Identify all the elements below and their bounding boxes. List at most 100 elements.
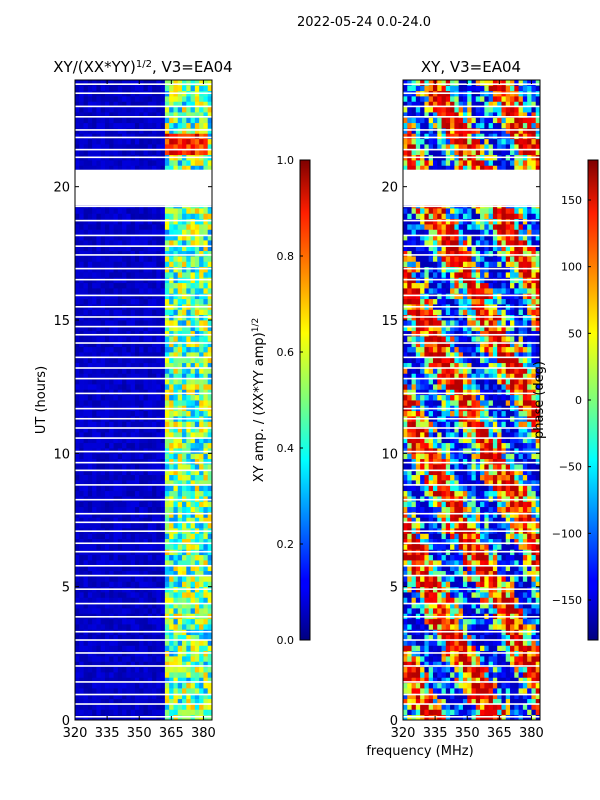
- heatmap-cell: [75, 213, 80, 220]
- heatmap-cell: [199, 453, 204, 460]
- heatmap-cell: [480, 672, 485, 678]
- heatmap-cell: [109, 336, 114, 342]
- heatmap-cell: [160, 517, 166, 524]
- heatmap-cell: [203, 234, 209, 241]
- heatmap-cell: [156, 122, 162, 129]
- heatmap-cell: [531, 624, 537, 630]
- heatmap-cell: [522, 608, 528, 614]
- heatmap-cell: [182, 421, 187, 428]
- heatmap-cell: [186, 229, 191, 236]
- heatmap-cell: [160, 597, 166, 604]
- heatmap-cell: [152, 640, 157, 646]
- heatmap-cell: [173, 672, 179, 678]
- heatmap-cell: [113, 565, 119, 572]
- heatmap-cell: [113, 672, 119, 678]
- heatmap-cell: [445, 661, 451, 668]
- heatmap-cell: [96, 602, 102, 609]
- heatmap-cell: [96, 112, 102, 118]
- heatmap-cell: [147, 106, 153, 113]
- heatmap-cell: [484, 666, 490, 673]
- heatmap-cell: [156, 709, 162, 716]
- heatmap-cell: [139, 474, 144, 481]
- heatmap-cell: [207, 704, 213, 710]
- heatmap-cell: [182, 261, 187, 268]
- heatmap-cell: [169, 240, 174, 246]
- left-y-axis-label: UT (hours): [34, 366, 49, 434]
- heatmap-cell: [454, 645, 460, 652]
- heatmap-cell: [207, 282, 213, 289]
- heatmap-cell: [169, 149, 174, 156]
- heatmap-cell: [100, 533, 106, 540]
- heatmap-cell: [505, 704, 511, 710]
- heatmap-cell: [407, 704, 412, 710]
- heatmap-cell: [92, 298, 97, 305]
- heatmap-cell: [139, 400, 144, 406]
- heatmap-cell: [199, 682, 204, 689]
- heatmap-cell: [182, 581, 187, 588]
- heatmap-cell: [432, 544, 438, 550]
- heatmap-cell: [186, 645, 191, 652]
- heatmap-cell: [160, 634, 166, 641]
- y-tick-label: 15: [53, 314, 70, 329]
- heatmap-cell: [83, 240, 89, 246]
- heatmap-cell: [454, 570, 460, 577]
- heatmap-cell: [134, 133, 140, 140]
- heatmap-cell: [190, 266, 196, 273]
- heatmap-cell: [113, 282, 119, 289]
- heatmap-cell: [190, 282, 196, 289]
- heatmap-cell: [113, 688, 119, 694]
- heatmap-cell: [190, 442, 196, 449]
- heatmap-cell: [450, 554, 455, 561]
- heatmap-cell: [122, 501, 127, 508]
- heatmap-cell: [190, 144, 196, 150]
- heatmap-cell: [169, 677, 174, 684]
- heatmap-cell: [100, 341, 106, 348]
- heatmap-cell: [169, 485, 174, 492]
- heatmap-cell: [428, 709, 434, 716]
- heatmap-cell: [117, 320, 123, 326]
- heatmap-cell: [454, 576, 460, 582]
- heatmap-cell: [143, 581, 149, 588]
- flagged-row: [75, 484, 212, 486]
- heatmap-cell: [531, 592, 537, 598]
- heatmap-cell: [475, 672, 481, 678]
- heatmap-cell: [484, 682, 490, 689]
- heatmap-cell: [522, 677, 528, 684]
- heatmap-cell: [143, 645, 149, 652]
- heatmap-cell: [467, 576, 472, 582]
- heatmap-cell: [190, 709, 196, 716]
- heatmap-cell: [186, 213, 191, 220]
- heatmap-cell: [96, 384, 102, 390]
- heatmap-cell: [501, 624, 507, 630]
- heatmap-cell: [160, 554, 166, 561]
- heatmap-cell: [152, 394, 157, 401]
- heatmap-cell: [75, 336, 80, 342]
- heatmap-cell: [164, 250, 170, 257]
- heatmap-cell: [462, 554, 468, 561]
- heatmap-cell: [207, 400, 213, 406]
- heatmap-cell: [203, 261, 209, 268]
- heatmap-cell: [471, 624, 477, 630]
- heatmap-cell: [518, 645, 524, 652]
- heatmap-cell: [134, 160, 140, 166]
- heatmap-cell: [83, 218, 89, 225]
- heatmap-cell: [134, 538, 140, 545]
- heatmap-cell: [173, 394, 179, 401]
- heatmap-cell: [160, 234, 166, 241]
- heatmap-cell: [156, 421, 162, 428]
- heatmap-cell: [79, 272, 84, 278]
- heatmap-cell: [169, 346, 174, 353]
- heatmap-cell: [194, 442, 200, 449]
- heatmap-cell: [134, 592, 140, 598]
- heatmap-cell: [518, 570, 524, 577]
- heatmap-cell: [411, 709, 417, 716]
- heatmap-cell: [177, 496, 183, 502]
- heatmap-cell: [190, 704, 196, 710]
- heatmap-cell: [173, 645, 179, 652]
- heatmap-cell: [134, 640, 140, 646]
- heatmap-cell: [527, 677, 532, 684]
- heatmap-cell: [96, 229, 102, 236]
- heatmap-cell: [75, 160, 80, 166]
- heatmap-cell: [173, 581, 179, 588]
